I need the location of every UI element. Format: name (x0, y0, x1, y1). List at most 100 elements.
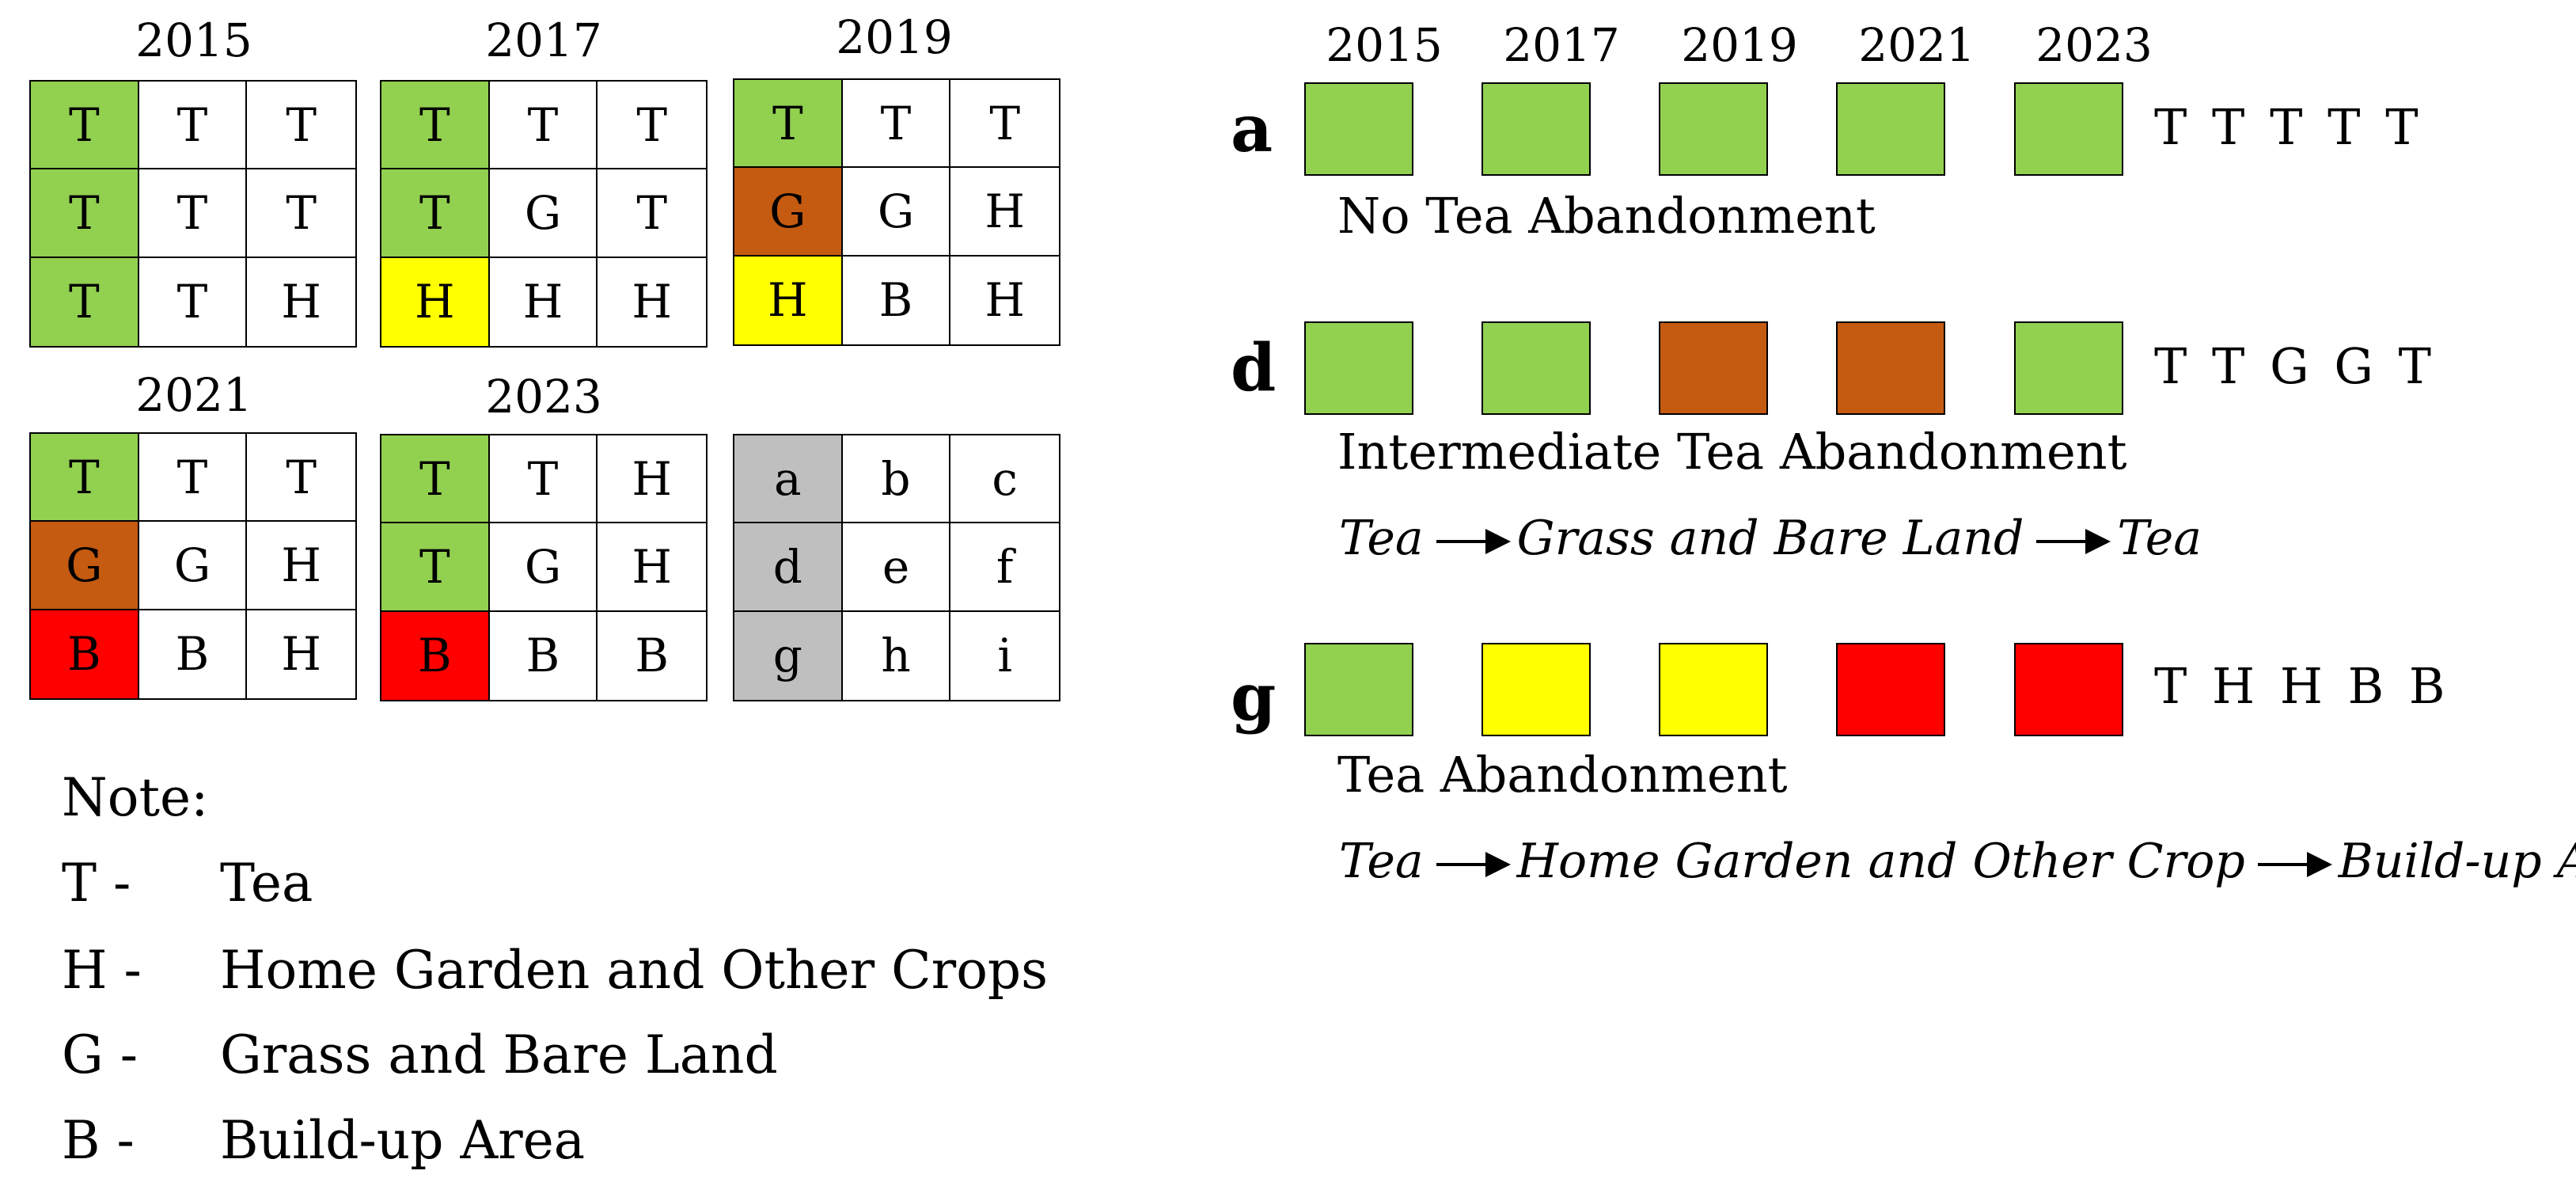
grid-year-label: 2023 (485, 370, 602, 424)
path-square (2014, 82, 2123, 176)
grid-cell: B (138, 610, 248, 698)
grid-year-label: 2019 (836, 10, 953, 64)
path-square (1659, 643, 1768, 736)
grid-cell: H (247, 257, 355, 346)
grid-cell: T (381, 523, 490, 612)
grid-cell: H (381, 257, 490, 346)
arrow-right-icon (1436, 852, 1511, 878)
grid-cell: H (247, 610, 355, 698)
flow-step: Tea (2117, 511, 2202, 566)
grid-cell: B (31, 610, 139, 698)
path-square (1481, 321, 1591, 415)
grid-cell: T (950, 80, 1059, 169)
grid-cell: B (489, 611, 598, 700)
note-code: B - (62, 1110, 135, 1171)
grid-cell: f (950, 523, 1059, 612)
path-title: No Tea Abandonment (1337, 187, 1876, 245)
note-code: T - (62, 853, 131, 914)
grid-cell: T (381, 169, 490, 258)
grid-cell: i (950, 611, 1059, 700)
grid-cell: T (842, 80, 951, 169)
timeline-year: 2023 (2035, 18, 2153, 72)
arrow-right-icon (2257, 852, 2332, 878)
grid-cell: e (842, 523, 951, 612)
timeline-year: 2019 (1681, 18, 1798, 72)
grid-cell: d (734, 523, 843, 612)
grid-year-label: 2015 (135, 13, 252, 67)
path-letter: d (1231, 330, 1277, 406)
path-square (1304, 321, 1413, 415)
grid-cell: H (598, 435, 706, 524)
path-square (1836, 321, 1945, 415)
note-code: G - (62, 1024, 138, 1085)
grid-cell: G (489, 169, 598, 258)
timeline-year: 2017 (1503, 18, 1620, 72)
arrow-right-icon (1436, 529, 1511, 555)
path-square (2014, 643, 2123, 736)
note-label: Tea (220, 853, 313, 914)
note-item: T - Tea (62, 857, 313, 910)
grid-cell: G (31, 522, 139, 610)
grid-cell: T (734, 80, 843, 169)
grid-cell: T (598, 169, 706, 258)
path-square (1659, 82, 1768, 176)
path-square (1304, 643, 1413, 736)
grid-cell: T (138, 169, 248, 258)
grid-cell: B (842, 256, 951, 344)
path-square (1836, 643, 1945, 736)
flow-step: Tea (1339, 511, 1424, 566)
grid-cell: T (31, 82, 139, 170)
path-square (1481, 643, 1591, 736)
grid-cell: g (734, 611, 843, 700)
grid-cell: a (734, 435, 843, 524)
grid-cell: c (950, 435, 1059, 524)
path-letter: g (1231, 659, 1277, 735)
timeline-year: 2015 (1326, 18, 1443, 72)
flow-step: Build-up Area (2338, 834, 2576, 889)
grid-cell: b (842, 435, 951, 524)
grid-cell: H (734, 256, 843, 344)
grid-cell: T (247, 82, 355, 170)
grid-cell: H (598, 257, 706, 346)
grid-cell: T (381, 435, 490, 524)
grid-cell: H (950, 168, 1059, 257)
grid-cell: h (842, 611, 951, 700)
path-letter: a (1231, 91, 1273, 167)
note-code: H - (62, 940, 142, 1001)
path-title: Tea Abandonment (1337, 746, 1788, 804)
path-square (1481, 82, 1591, 176)
note-item: G - Grass and Bare Land (62, 1029, 778, 1081)
grid-cell: B (381, 611, 490, 700)
grid-year-label: 2021 (135, 368, 252, 422)
grid-cell: T (138, 257, 248, 346)
grid-cell: G (842, 168, 951, 257)
grid-cell: H (247, 522, 355, 610)
grid-cell: H (950, 256, 1059, 344)
grid-cell: T (381, 82, 490, 170)
grid-cell: T (598, 82, 706, 170)
path-square (1659, 321, 1768, 415)
grid-cell: T (247, 434, 355, 523)
grid-cell: H (489, 257, 598, 346)
path-sequence: T T G G T (2154, 337, 2436, 395)
grid-cell: T (489, 435, 598, 524)
path-square (1836, 82, 1945, 176)
timeline-year: 2021 (1858, 18, 1975, 72)
grid-year-label: 2017 (485, 13, 602, 67)
grid-cell: G (489, 523, 598, 612)
path-flow: Tea Grass and Bare Land Tea (1339, 515, 2202, 562)
flow-step: Tea (1339, 834, 1424, 889)
path-sequence: T H H B B (2154, 657, 2450, 715)
path-square (1304, 82, 1413, 176)
grid-cell: T (31, 434, 139, 523)
note-item: H - Home Garden and Other Crops (62, 944, 1048, 997)
note-label: Home Garden and Other Crops (220, 940, 1049, 1001)
note-label: Grass and Bare Land (220, 1024, 778, 1085)
grid-cell: T (247, 169, 355, 258)
flow-step: Home Garden and Other Crop (1516, 834, 2245, 889)
